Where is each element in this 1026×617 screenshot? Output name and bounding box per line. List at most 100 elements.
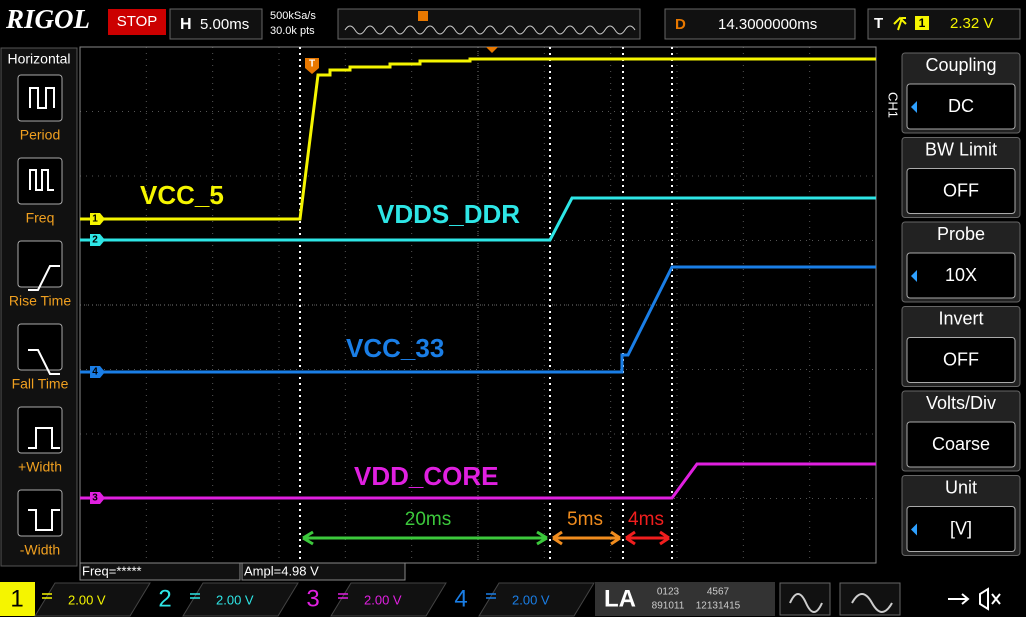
menu-item: Freq (26, 210, 55, 226)
delay: 14.3000000ms (718, 16, 817, 33)
top-bar: RIGOL STOP H 5.00ms 500kSa/s 30.0k pts D… (5, 4, 1021, 40)
interval-label: 4ms (628, 509, 664, 530)
graticule-border (79, 46, 877, 564)
menu-title: Horizontal (7, 51, 70, 67)
trace (80, 57, 876, 221)
menu-item: Period (20, 127, 60, 143)
trace-marker: 4 (92, 367, 98, 378)
math-icon (789, 593, 823, 613)
menu-item-value: OFF (943, 180, 979, 200)
channel-scale: 2.00 V (364, 592, 402, 607)
measurement: Freq=***** (82, 563, 142, 578)
trace-label: VDD_CORE (354, 461, 498, 491)
coupling-icon (42, 593, 52, 599)
timebase: 5.00ms (200, 16, 249, 33)
channel-scale: 2.00 V (68, 592, 106, 607)
logic-bits: 0123 (657, 587, 680, 598)
menu-arrow (911, 270, 917, 282)
menu-item: Fall Time (12, 376, 69, 392)
bottom-bar: LA 0123 4567 891011 12131415 1 2.00 V 2 2.0… (0, 582, 1001, 617)
logic-label: LA (604, 585, 636, 612)
channel-scale: 2.00 V (512, 592, 550, 607)
logic-bits: 891011 (652, 601, 685, 612)
measurement: Ampl=4.98 V (244, 563, 319, 578)
sample-rate: 500kSa/s (270, 10, 316, 22)
menu-item-value: [V] (950, 518, 972, 538)
left-menu: Horizontal Period Freq Rise Time Fall Time +… (0, 47, 78, 567)
menu-icon (28, 509, 60, 531)
interval-label: 20ms (405, 509, 451, 530)
menu-button[interactable] (17, 74, 63, 122)
menu-value-box[interactable] (906, 168, 1016, 214)
trigger-source-box (915, 16, 929, 30)
menu-icon (28, 349, 60, 375)
menu-icon (29, 87, 55, 109)
right-menu: CH1 Coupling DC BW Limit OFF Probe 10X Invert O… (886, 52, 1021, 556)
interval-arrow (552, 530, 621, 546)
menu-value-box[interactable] (906, 252, 1016, 299)
menu-button[interactable] (17, 406, 63, 454)
trace (80, 462, 876, 500)
channel-number: 4 (454, 585, 467, 612)
memory-depth: 30.0k pts (270, 25, 315, 37)
menu-item: -Width (20, 542, 60, 558)
logic-bits: 4567 (707, 587, 730, 598)
menu-button[interactable] (17, 157, 63, 205)
menu-channel: CH1 (886, 92, 901, 118)
interval-label: 5ms (567, 509, 603, 530)
interval-arrow (625, 530, 670, 546)
marker-shape (90, 366, 105, 378)
marker-shape (90, 234, 105, 246)
menu-button[interactable] (17, 323, 63, 371)
trigger-label: T (874, 15, 883, 32)
menu-button[interactable] (17, 240, 63, 288)
channel-number: 2 (158, 585, 171, 612)
coupling-icon (190, 593, 200, 599)
menu-value-box[interactable] (906, 337, 1016, 383)
menu-value-box[interactable] (906, 83, 1016, 130)
overview-box (337, 8, 641, 40)
menu-item: +Width (18, 459, 62, 475)
trigger-level: 2.32 V (950, 15, 993, 32)
menu-item-label: Unit (945, 477, 977, 497)
channel-number: 3 (306, 585, 319, 612)
marker-shape (90, 213, 105, 225)
trace-label: VCC_5 (140, 180, 224, 210)
timebase-box (169, 8, 263, 40)
menu-icon (28, 427, 60, 449)
trace-marker: 1 (92, 214, 98, 225)
trigger-position (486, 47, 498, 53)
overview-wave (344, 25, 636, 35)
menu-value-box[interactable] (906, 421, 1016, 468)
logic-bits: 12131415 (696, 601, 741, 612)
left-menu-panel (0, 47, 78, 567)
delay-box (664, 8, 856, 40)
menu-item-label: Coupling (925, 55, 996, 75)
menu-value-box[interactable] (906, 506, 1016, 552)
channel-number: 1 (10, 585, 23, 612)
channel-markers: 1 2 4 3 (90, 213, 105, 504)
menu-item: Rise Time (9, 293, 71, 309)
menu-item-value: OFF (943, 349, 979, 369)
marker-shape (90, 492, 105, 504)
graticule (80, 47, 876, 563)
trace (80, 196, 876, 242)
status-box (108, 9, 166, 35)
trace-marker: 2 (92, 235, 98, 246)
menu-item-label: Probe (937, 224, 985, 244)
status-icons (948, 587, 1001, 611)
trace-label: VDDS_DDR (377, 199, 520, 229)
brand: RIGOL (5, 4, 90, 34)
trigger-marker: T (309, 59, 315, 70)
menu-item-value: 10X (945, 265, 977, 285)
menu-item-label: Volts/Div (926, 393, 996, 413)
overview-trigger (418, 11, 428, 21)
menu-icon (28, 265, 60, 291)
timebase-label: H (180, 16, 192, 33)
delay-label: D (675, 16, 686, 33)
measurement-box (241, 562, 406, 581)
ref-icon (851, 593, 893, 613)
coupling-icon (338, 593, 348, 599)
